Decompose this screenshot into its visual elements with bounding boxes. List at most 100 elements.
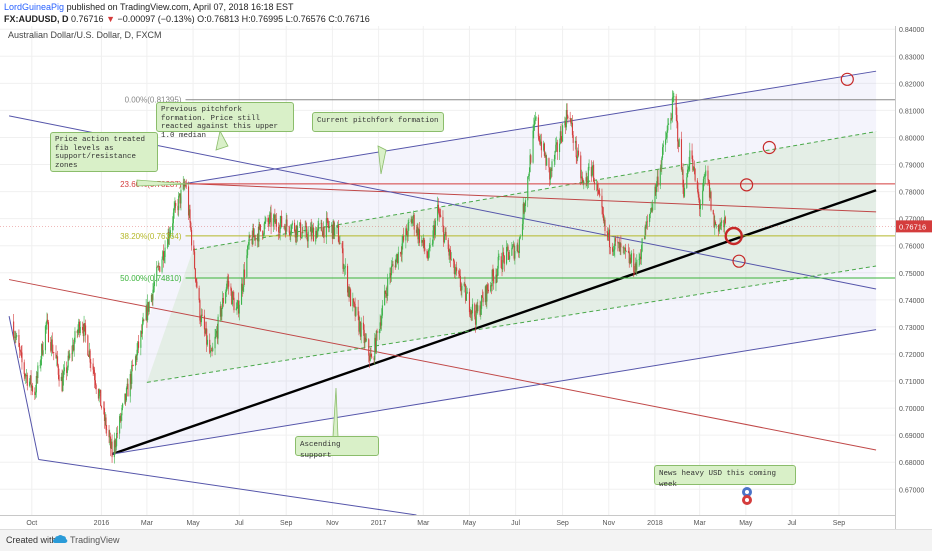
- candle-body: [122, 403, 124, 408]
- candle-body: [687, 169, 689, 170]
- price-chart[interactable]: Australian Dollar/U.S. Dollar, D, FXCM 0…: [0, 26, 932, 529]
- candle-body: [448, 249, 450, 256]
- candle-body: [471, 310, 473, 314]
- candle-body: [322, 226, 324, 237]
- candle-body: [136, 349, 138, 361]
- candle-body: [169, 234, 171, 239]
- candle-body: [656, 176, 658, 184]
- time-tick-label: 2017: [371, 520, 387, 527]
- candle-body: [373, 357, 375, 360]
- time-axis[interactable]: Oct 2016 Mar May Jul Sep Nov 2017 Mar May Jul Sep No…: [26, 520, 845, 527]
- candle-body: [474, 304, 476, 317]
- price-tick-label: 0.80000: [899, 135, 924, 142]
- tradingview-logo-text[interactable]: TradingView: [70, 535, 120, 545]
- news-flag-icon[interactable]: [738, 486, 756, 506]
- candle-body: [502, 252, 504, 270]
- candle-body: [265, 218, 267, 222]
- candle-body: [134, 356, 137, 366]
- candle-body: [164, 247, 166, 258]
- candle-body: [201, 314, 203, 316]
- candle-body: [506, 246, 508, 248]
- candle-body: [390, 266, 393, 276]
- candle-body: [204, 329, 206, 334]
- author-link[interactable]: LordGuineaPig: [4, 2, 65, 12]
- candle-body: [254, 235, 256, 241]
- candle-body: [45, 322, 47, 327]
- candle-body: [371, 356, 373, 358]
- candle-body: [278, 232, 280, 233]
- highlight-circle-icon: [840, 72, 854, 86]
- candle-body: [577, 150, 579, 159]
- candle-body: [109, 436, 112, 449]
- candle-body: [714, 222, 717, 225]
- candle-body: [166, 246, 168, 248]
- current-pitchfork-lower-line: [111, 329, 877, 455]
- candle-body: [532, 130, 534, 163]
- candle-body: [77, 328, 79, 333]
- candle-body: [300, 222, 302, 238]
- candle-body: [94, 380, 96, 386]
- candle-body: [31, 385, 33, 388]
- candle-body: [724, 217, 726, 228]
- candle-body: [566, 110, 568, 117]
- candle-body: [408, 222, 410, 223]
- candle-body: [649, 212, 651, 215]
- candle-body: [253, 235, 255, 238]
- candle-body: [471, 304, 474, 314]
- candle-body: [304, 226, 306, 233]
- candle-body: [533, 125, 535, 131]
- candle-body: [495, 274, 497, 284]
- candle-body: [561, 140, 563, 142]
- candle-body: [410, 219, 412, 223]
- candle-body: [614, 238, 616, 250]
- candle-body: [211, 350, 213, 352]
- candle-body: [644, 226, 646, 240]
- candle-body: [590, 166, 592, 177]
- candle-body: [89, 350, 91, 363]
- candle-body: [184, 184, 186, 187]
- candle-body: [380, 322, 382, 326]
- candle-body: [196, 281, 198, 288]
- candle-body: [347, 265, 349, 293]
- candle-body: [127, 383, 129, 397]
- candle-body: [560, 131, 562, 141]
- candle-body: [142, 319, 144, 324]
- candle-body: [620, 243, 622, 248]
- candle-body: [554, 151, 556, 160]
- candle-body: [415, 229, 418, 233]
- price-axis[interactable]: 0.84000 0.83000 0.82000 0.81000 0.80000 0.790…: [899, 27, 924, 494]
- candle-body: [199, 300, 201, 321]
- candle-body: [507, 246, 509, 253]
- ascending-support-line: [111, 189, 877, 456]
- candle-body: [278, 226, 280, 233]
- candle-body: [193, 245, 195, 252]
- candle-body: [581, 176, 583, 180]
- candle-body: [307, 231, 309, 242]
- candle-body: [576, 157, 578, 159]
- candle-body: [665, 137, 667, 140]
- candle-body: [364, 337, 366, 344]
- candle-body: [205, 328, 207, 334]
- candle-body: [147, 302, 149, 321]
- candle-body: [231, 290, 233, 305]
- price-tick-label: 0.78000: [899, 190, 924, 197]
- price-tick-label: 0.79000: [899, 163, 924, 170]
- candle-body: [429, 244, 431, 248]
- candle-body: [671, 97, 673, 119]
- candle-body: [72, 344, 74, 351]
- candle-body: [168, 232, 170, 239]
- candle-body: [309, 226, 311, 232]
- candle-body: [696, 180, 698, 189]
- candle-body: [607, 232, 609, 238]
- candle-body: [618, 242, 620, 244]
- candle-body: [269, 214, 271, 224]
- candle-body: [97, 389, 99, 399]
- candle-body: [708, 182, 711, 198]
- candle-body: [291, 222, 293, 226]
- candle-body: [417, 226, 419, 240]
- candle-body: [248, 235, 250, 246]
- candle-body: [14, 336, 16, 338]
- pitchfork-zone-fill: [112, 71, 877, 455]
- candle-body: [132, 365, 134, 367]
- candle-body: [427, 257, 429, 259]
